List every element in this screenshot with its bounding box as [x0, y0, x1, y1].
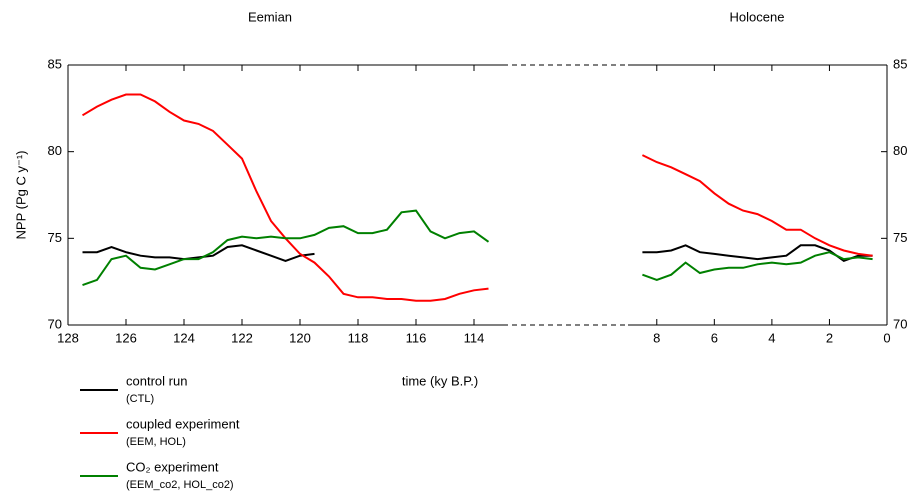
x-tick-label: 116	[406, 330, 427, 345]
y-tick-label: 75	[893, 230, 907, 245]
legend-label: control run	[126, 373, 187, 388]
series-line	[82, 244, 315, 262]
x-tick-label: 2	[826, 330, 833, 345]
legend-note: (EEM, HOL)	[126, 436, 186, 448]
series-line	[642, 251, 873, 281]
plot-frame	[628, 65, 887, 325]
x-tick-label: 6	[711, 330, 718, 345]
panel-title: Eemian	[248, 9, 292, 24]
x-axis-label: time (ky B.P.)	[402, 373, 478, 388]
legend-label: coupled experiment	[126, 416, 240, 431]
y-tick-label: 75	[48, 230, 62, 245]
plot-frame	[68, 65, 503, 325]
x-tick-label: 128	[57, 330, 79, 345]
x-tick-label: 114	[464, 330, 485, 345]
legend-note: (EEM_co2, HOL_co2)	[126, 479, 234, 491]
x-tick-label: 122	[231, 330, 253, 345]
y-tick-label: 80	[893, 143, 907, 158]
y-tick-label: 70	[48, 316, 62, 331]
y-tick-label: 85	[48, 56, 62, 71]
x-tick-label: 124	[173, 330, 195, 345]
x-tick-label: 4	[768, 330, 775, 345]
x-tick-label: 0	[883, 330, 890, 345]
y-tick-label: 80	[48, 143, 62, 158]
panel-title: Holocene	[730, 9, 785, 24]
legend-label: CO₂ experiment	[126, 459, 219, 474]
legend-note: (CTL)	[126, 393, 154, 405]
series-line	[641, 154, 873, 257]
x-tick-label: 118	[348, 330, 369, 345]
y-tick-label: 85	[893, 56, 907, 71]
series-line	[82, 209, 490, 287]
y-tick-label: 70	[893, 316, 907, 331]
x-tick-label: 120	[289, 330, 311, 345]
y-axis-label: NPP (Pg C y⁻¹)	[13, 151, 28, 240]
x-tick-label: 8	[653, 330, 660, 345]
x-tick-label: 126	[115, 330, 137, 345]
series-line	[81, 93, 489, 302]
